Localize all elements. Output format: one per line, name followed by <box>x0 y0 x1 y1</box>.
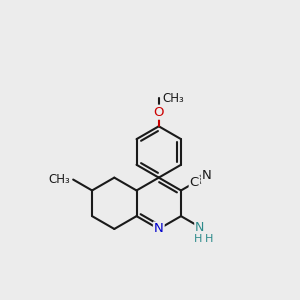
Text: N: N <box>202 169 212 182</box>
Text: H: H <box>205 233 213 244</box>
Text: C: C <box>190 176 199 189</box>
Text: H: H <box>194 233 202 244</box>
Text: O: O <box>154 106 164 119</box>
Text: CH₃: CH₃ <box>48 173 70 186</box>
Text: N: N <box>195 220 205 233</box>
Text: CH₃: CH₃ <box>162 92 184 105</box>
Text: N: N <box>154 223 164 236</box>
